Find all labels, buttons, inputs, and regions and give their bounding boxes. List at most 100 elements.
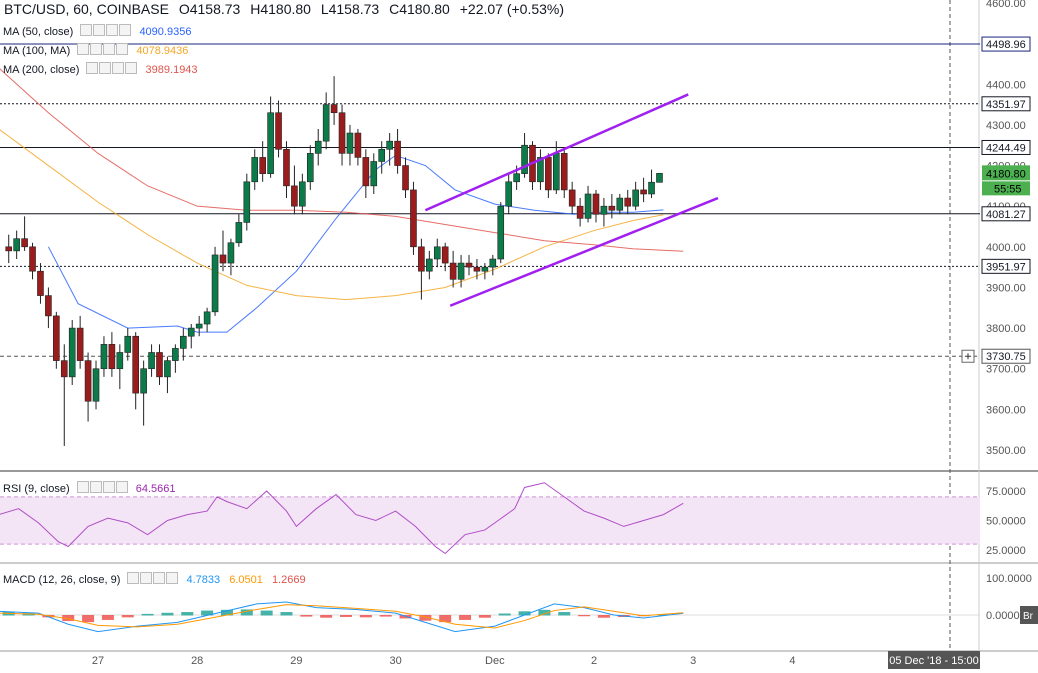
macd-line: [0, 601, 684, 633]
crosshair-time-label: 05 Dec '18 - 15:00: [889, 655, 979, 667]
candle: [394, 140, 401, 166]
candle: [521, 144, 528, 174]
price-tag-label: 3730.75: [986, 351, 1026, 363]
macd-histogram-bar: [459, 615, 472, 620]
candle: [60, 360, 68, 378]
rsi-legend[interactable]: RSI (9, close) 64.5661: [3, 481, 176, 495]
candle: [76, 327, 84, 361]
price-tick-label: 4400.00: [986, 79, 1026, 91]
ma-line-1: [0, 129, 664, 301]
macd-tag-label: Br: [1023, 611, 1034, 622]
macd-histogram-bar: [280, 612, 293, 616]
price-tag-label: 4081.27: [986, 209, 1026, 221]
macd-legend[interactable]: MACD (12, 26, close, 9) 4.7833 6.0501 1.…: [3, 572, 306, 586]
candle: [560, 153, 568, 191]
macd-histogram-bar: [419, 615, 432, 621]
rsi-controls[interactable]: [76, 481, 129, 495]
macd-histogram-bar: [320, 615, 333, 618]
macd-histogram-bar: [359, 615, 372, 618]
candle: [140, 368, 147, 394]
candle: [441, 246, 449, 264]
candle: [187, 327, 195, 337]
macd-v3: 1.2669: [271, 574, 306, 586]
macd-histogram-bar: [82, 615, 95, 623]
candle: [156, 352, 163, 378]
macd-histogram-bar: [121, 615, 134, 618]
candle: [108, 344, 116, 370]
candle: [124, 335, 132, 353]
candle: [386, 140, 393, 150]
macd-histogram-bar: [558, 612, 571, 616]
candle: [410, 189, 417, 248]
candle: [100, 344, 108, 370]
ma200-controls[interactable]: [86, 62, 138, 76]
candle: [545, 157, 552, 191]
candle: [473, 266, 481, 272]
candle: [53, 315, 60, 361]
ma100-legend[interactable]: MA (100, MA) 4078.9436: [3, 43, 188, 57]
ma100-controls[interactable]: [77, 43, 129, 57]
candle: [616, 197, 624, 211]
ma50-label: MA (50, close): [3, 26, 74, 38]
price-tag-box: [981, 139, 1031, 155]
channel-line-0[interactable]: [424, 93, 689, 212]
candle: [267, 112, 274, 174]
ma200-legend[interactable]: MA (200, close) 3989.1943: [3, 62, 198, 76]
candle: [457, 262, 465, 280]
candle: [45, 295, 52, 317]
candle: [346, 132, 354, 154]
time-tick-label: 4: [789, 655, 795, 667]
price-tick-label: 3800.00: [986, 323, 1026, 335]
candle: [5, 246, 13, 252]
candle: [148, 352, 155, 370]
macd-histogram-bar: [181, 612, 194, 616]
macd-controls[interactable]: [127, 572, 179, 586]
candle: [449, 262, 457, 280]
price-tag-box: [981, 348, 1031, 364]
candle: [21, 238, 28, 248]
candle: [68, 327, 76, 378]
candle: [219, 254, 227, 264]
candle: [584, 193, 592, 219]
candle: [164, 360, 171, 378]
macd-histogram-bar: [597, 615, 610, 618]
candle: [203, 311, 211, 325]
candle: [227, 242, 235, 264]
candle: [418, 246, 425, 272]
price-tag-box: [981, 258, 1031, 274]
macd-histogram-bar: [439, 615, 452, 623]
ma50-legend[interactable]: MA (50, close) 4090.9356: [3, 24, 191, 38]
chart-header: BTC/USD, 60, COINBASE O4158.73 H4180.80 …: [4, 1, 570, 17]
channel-line-1[interactable]: [449, 196, 719, 307]
time-tick-label: 3: [690, 655, 696, 667]
macd-histogram-bar: [201, 610, 214, 616]
candle: [211, 254, 219, 313]
rsi-label: RSI (9, close): [3, 483, 70, 495]
macd-histogram-bar: [538, 609, 551, 616]
price-tag-box: [981, 96, 1031, 112]
macd-histogram-bar: [62, 615, 75, 622]
candle: [624, 197, 632, 207]
candle: [330, 104, 338, 114]
candle: [180, 335, 187, 349]
price-tick-label: 3500.00: [986, 445, 1026, 457]
candle: [306, 153, 314, 183]
macd-histogram-bar: [141, 613, 154, 616]
ma100-value: 4078.9436: [136, 45, 189, 57]
ohlc-low: L4158.73: [320, 1, 380, 17]
candle: [299, 181, 306, 207]
macd-label: MACD (12, 26, close, 9): [3, 574, 121, 586]
price-tick-label: 3700.00: [986, 364, 1026, 376]
price-tick-label: 4600.00: [986, 0, 1026, 10]
last-price-tag: [982, 165, 1030, 181]
macd-tick-label: 0.0000: [986, 610, 1020, 622]
ma50-controls[interactable]: [80, 24, 132, 38]
ma50-value: 4090.9356: [139, 26, 192, 38]
rsi-tick-label: 25.0000: [986, 545, 1026, 557]
candle: [235, 222, 243, 244]
ohlc-high: H4180.80: [250, 1, 311, 17]
symbol-title[interactable]: BTC/USD, 60, COINBASE: [4, 1, 169, 17]
price-tick-label: 4000.00: [986, 242, 1026, 254]
macd-signal-line: [0, 604, 684, 629]
